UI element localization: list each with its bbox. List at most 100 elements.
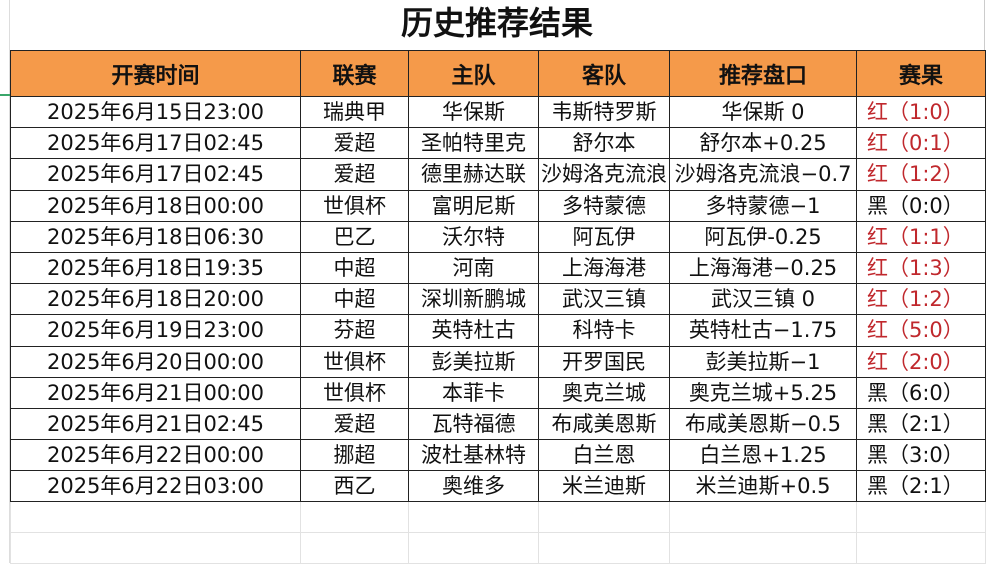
- column-header[interactable]: 客队: [538, 50, 670, 97]
- cell-league[interactable]: 爱超: [300, 127, 409, 160]
- table-row: 2025年6月21日00:00 世俱杯 本菲卡 奥克兰城 奥克兰城+5.25 黑（6:0）: [10, 376, 986, 409]
- column-header[interactable]: 开赛时间: [10, 50, 301, 97]
- cell-home[interactable]: 英特杜古: [408, 314, 539, 347]
- cell-home[interactable]: 德里赫达联: [408, 158, 539, 191]
- cell-time[interactable]: 2025年6月19日23:00: [10, 314, 301, 347]
- cell-handicap[interactable]: 白兰恩+1.25: [669, 439, 857, 472]
- cell-time[interactable]: 2025年6月21日02:45: [10, 407, 301, 441]
- column-header[interactable]: 主队: [408, 50, 539, 97]
- table-row: 2025年6月19日23:00 芬超 英特杜古 科特卡 英特杜古−1.75 红（5:0）: [10, 314, 986, 347]
- cell-handicap[interactable]: 英特杜古−1.75: [669, 314, 857, 347]
- cell-time[interactable]: 2025年6月21日00:00: [10, 376, 301, 409]
- cell-away[interactable]: 米兰迪斯: [538, 470, 670, 503]
- cell-handicap[interactable]: 阿瓦伊-0.25: [669, 220, 857, 253]
- empty-cell[interactable]: [408, 532, 539, 564]
- empty-cell[interactable]: [856, 532, 986, 564]
- cell-away[interactable]: 多特蒙德: [538, 189, 670, 222]
- empty-cell[interactable]: [669, 532, 857, 564]
- column-header[interactable]: 赛果: [856, 50, 986, 97]
- cell-league[interactable]: 世俱杯: [300, 189, 409, 222]
- table-row: 2025年6月18日20:00 中超 深圳新鹏城 武汉三镇 武汉三镇 0 红（1:2）: [10, 283, 986, 316]
- cell-time[interactable]: 2025年6月20日00:00: [10, 345, 301, 378]
- cell-away[interactable]: 沙姆洛克流浪: [538, 158, 670, 191]
- cell-time[interactable]: 2025年6月17日02:45: [10, 158, 301, 191]
- cell-handicap[interactable]: 舒尔本+0.25: [669, 127, 857, 160]
- empty-cell[interactable]: [538, 532, 670, 564]
- cell-result[interactable]: 红（1:2）: [856, 283, 986, 316]
- cell-handicap[interactable]: 华保斯 0: [669, 95, 857, 129]
- cell-away[interactable]: 奥克兰城: [538, 376, 670, 409]
- cell-result[interactable]: 红（1:0）: [856, 95, 986, 129]
- cell-result[interactable]: 黑（3:0）: [856, 439, 986, 472]
- cell-handicap[interactable]: 布咸美恩斯−0.5: [669, 407, 857, 441]
- cell-handicap[interactable]: 沙姆洛克流浪−0.7: [669, 158, 857, 191]
- cell-home[interactable]: 圣帕特里克: [408, 127, 539, 160]
- cell-time[interactable]: 2025年6月17日02:45: [10, 127, 301, 160]
- cell-league[interactable]: 爱超: [300, 158, 409, 191]
- cell-home[interactable]: 奥维多: [408, 470, 539, 503]
- cell-away[interactable]: 布咸美恩斯: [538, 407, 670, 441]
- cell-time[interactable]: 2025年6月18日06:30: [10, 220, 301, 253]
- empty-cell[interactable]: [300, 501, 409, 534]
- cell-result[interactable]: 黑（0:0）: [856, 189, 986, 222]
- table-row: 2025年6月20日00:00 世俱杯 彭美拉斯 开罗国民 彭美拉斯−1 红（2:0）: [10, 345, 986, 378]
- cell-away[interactable]: 舒尔本: [538, 127, 670, 160]
- cell-result[interactable]: 红（1:3）: [856, 251, 986, 285]
- cell-handicap[interactable]: 彭美拉斯−1: [669, 345, 857, 378]
- cell-time[interactable]: 2025年6月18日19:35: [10, 251, 301, 285]
- cell-time[interactable]: 2025年6月18日00:00: [10, 189, 301, 222]
- cell-handicap[interactable]: 上海海港−0.25: [669, 251, 857, 285]
- cell-league[interactable]: 西乙: [300, 470, 409, 503]
- empty-cell[interactable]: [669, 501, 857, 534]
- cell-home[interactable]: 本菲卡: [408, 376, 539, 409]
- cell-time[interactable]: 2025年6月22日03:00: [10, 470, 301, 503]
- cell-home[interactable]: 华保斯: [408, 95, 539, 129]
- empty-cell[interactable]: [300, 532, 409, 564]
- cell-result[interactable]: 黑（2:1）: [856, 470, 986, 503]
- cell-away[interactable]: 韦斯特罗斯: [538, 95, 670, 129]
- cell-home[interactable]: 沃尔特: [408, 220, 539, 253]
- cell-result[interactable]: 红（2:0）: [856, 345, 986, 378]
- cell-result[interactable]: 红（1:2）: [856, 158, 986, 191]
- cell-handicap[interactable]: 米兰迪斯+0.5: [669, 470, 857, 503]
- column-header[interactable]: 推荐盘口: [669, 50, 857, 97]
- cell-away[interactable]: 科特卡: [538, 314, 670, 347]
- cell-league[interactable]: 中超: [300, 283, 409, 316]
- empty-cell[interactable]: [10, 532, 301, 564]
- cell-result[interactable]: 红（0:1）: [856, 127, 986, 160]
- cell-home[interactable]: 波杜基林特: [408, 439, 539, 472]
- cell-away[interactable]: 武汉三镇: [538, 283, 670, 316]
- cell-time[interactable]: 2025年6月22日00:00: [10, 439, 301, 472]
- cell-result[interactable]: 黑（2:1）: [856, 407, 986, 441]
- cell-league[interactable]: 爱超: [300, 407, 409, 441]
- cell-time[interactable]: 2025年6月15日23:00: [10, 95, 301, 129]
- empty-cell[interactable]: [856, 501, 986, 534]
- cell-league[interactable]: 世俱杯: [300, 345, 409, 378]
- cell-home[interactable]: 瓦特福德: [408, 407, 539, 441]
- cell-result[interactable]: 红（1:1）: [856, 220, 986, 253]
- empty-cell[interactable]: [408, 501, 539, 534]
- cell-home[interactable]: 彭美拉斯: [408, 345, 539, 378]
- cell-result[interactable]: 红（5:0）: [856, 314, 986, 347]
- cell-league[interactable]: 中超: [300, 251, 409, 285]
- cell-handicap[interactable]: 多特蒙德−1: [669, 189, 857, 222]
- cell-league[interactable]: 挪超: [300, 439, 409, 472]
- cell-result[interactable]: 黑（6:0）: [856, 376, 986, 409]
- cell-away[interactable]: 开罗国民: [538, 345, 670, 378]
- cell-handicap[interactable]: 奥克兰城+5.25: [669, 376, 857, 409]
- cell-handicap[interactable]: 武汉三镇 0: [669, 283, 857, 316]
- cell-league[interactable]: 瑞典甲: [300, 95, 409, 129]
- cell-league[interactable]: 世俱杯: [300, 376, 409, 409]
- cell-away[interactable]: 上海海港: [538, 251, 670, 285]
- cell-home[interactable]: 河南: [408, 251, 539, 285]
- empty-cell[interactable]: [10, 501, 301, 534]
- column-header[interactable]: 联赛: [300, 50, 409, 97]
- cell-league[interactable]: 芬超: [300, 314, 409, 347]
- cell-home[interactable]: 富明尼斯: [408, 189, 539, 222]
- cell-home[interactable]: 深圳新鹏城: [408, 283, 539, 316]
- cell-time[interactable]: 2025年6月18日20:00: [10, 283, 301, 316]
- empty-cell[interactable]: [538, 501, 670, 534]
- cell-away[interactable]: 白兰恩: [538, 439, 670, 472]
- cell-league[interactable]: 巴乙: [300, 220, 409, 253]
- cell-away[interactable]: 阿瓦伊: [538, 220, 670, 253]
